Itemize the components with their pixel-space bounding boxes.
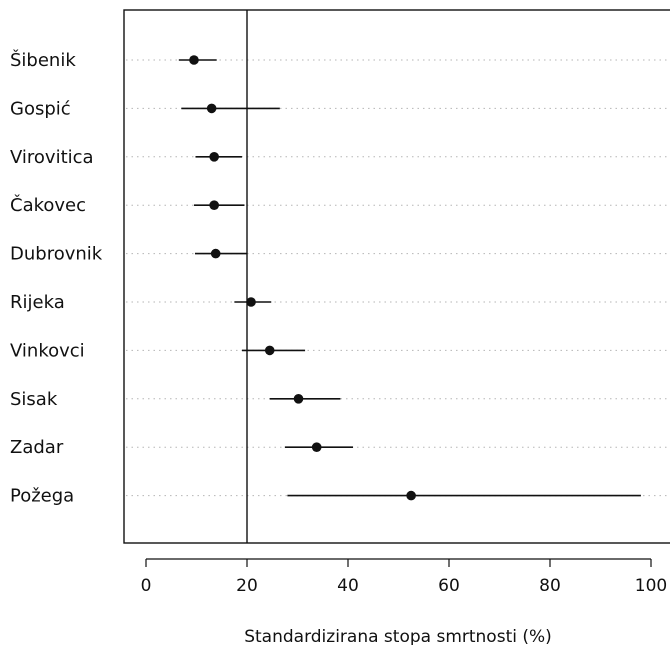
point-estimate bbox=[246, 297, 256, 307]
point-estimate bbox=[206, 103, 217, 114]
rows-layer: Šibenik Gospić Virovitica Čakovec Dubrovnik R… bbox=[10, 49, 670, 507]
row-label: Zadar bbox=[10, 437, 64, 458]
row-label: Dubrovnik bbox=[10, 244, 103, 265]
x-axis: 0 20 40 60 80 100 bbox=[141, 558, 667, 596]
row-label: Virovitica bbox=[10, 147, 94, 168]
point-estimate bbox=[311, 442, 322, 453]
point-estimate bbox=[406, 490, 416, 501]
point-estimate bbox=[293, 394, 304, 404]
x-tick-label: 40 bbox=[337, 576, 359, 596]
x-tick-label: 60 bbox=[438, 576, 460, 596]
x-tick-label: 20 bbox=[236, 576, 258, 596]
x-tick-label: 0 bbox=[141, 576, 152, 596]
row-label: Čakovec bbox=[10, 194, 86, 216]
row-label: Požega bbox=[10, 486, 74, 507]
row-label: Sisak bbox=[10, 389, 58, 410]
point-estimate bbox=[209, 152, 219, 162]
row-label: Šibenik bbox=[10, 49, 76, 71]
point-estimate bbox=[189, 55, 199, 65]
x-tick-label: 100 bbox=[635, 576, 667, 596]
point-estimate bbox=[209, 200, 219, 210]
row-label: Vinkovci bbox=[10, 340, 85, 361]
x-tick-label: 80 bbox=[539, 576, 561, 596]
point-estimate bbox=[210, 248, 221, 259]
row-label: Rijeka bbox=[10, 292, 65, 313]
point-estimate bbox=[264, 345, 275, 356]
x-axis-label: Standardizirana stopa smrtnosti (%) bbox=[244, 627, 552, 645]
row-label: Gospić bbox=[10, 98, 71, 119]
plot-frame bbox=[123, 9, 670, 544]
